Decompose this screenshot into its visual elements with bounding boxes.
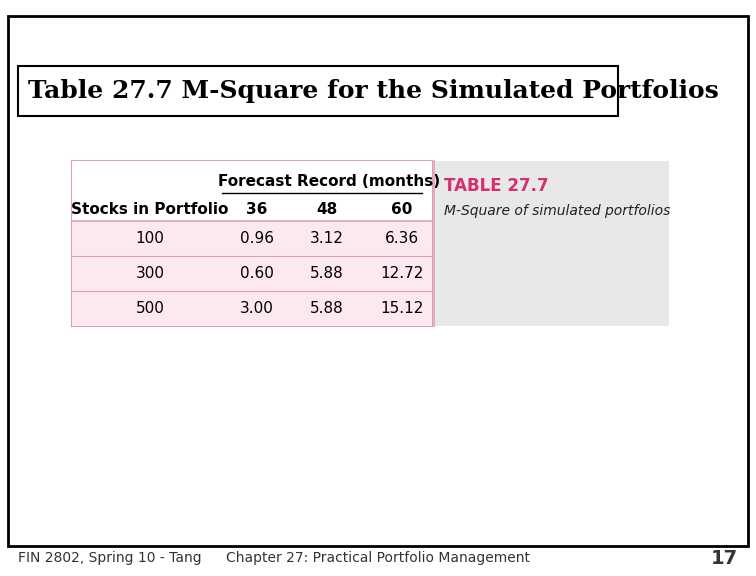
Text: 100: 100	[135, 231, 165, 246]
Text: 60: 60	[392, 202, 413, 217]
Text: FIN 2802, Spring 10 - Tang: FIN 2802, Spring 10 - Tang	[18, 551, 202, 565]
Text: 300: 300	[135, 266, 165, 281]
Text: 0.96: 0.96	[240, 231, 274, 246]
Text: 12.72: 12.72	[380, 266, 423, 281]
Text: TABLE 27.7: TABLE 27.7	[444, 177, 549, 195]
Text: Stocks in Portfolio: Stocks in Portfolio	[71, 202, 228, 217]
Text: M-Square of simulated portfolios: M-Square of simulated portfolios	[444, 204, 671, 218]
Text: Forecast Record (months): Forecast Record (months)	[218, 173, 441, 188]
Text: 6.36: 6.36	[385, 231, 419, 246]
Text: Chapter 27: Practical Portfolio Management: Chapter 27: Practical Portfolio Manageme…	[226, 551, 530, 565]
Text: 48: 48	[316, 202, 338, 217]
Text: 3.00: 3.00	[240, 301, 274, 316]
FancyBboxPatch shape	[18, 66, 618, 116]
Text: 17: 17	[711, 548, 738, 567]
Text: 500: 500	[135, 301, 165, 316]
FancyBboxPatch shape	[72, 221, 432, 326]
Text: 15.12: 15.12	[380, 301, 423, 316]
Text: 5.88: 5.88	[310, 301, 344, 316]
Text: 5.88: 5.88	[310, 266, 344, 281]
Text: 3.12: 3.12	[310, 231, 344, 246]
Text: Table 27.7 M-Square for the Simulated Portfolios: Table 27.7 M-Square for the Simulated Po…	[28, 79, 719, 103]
Text: 0.60: 0.60	[240, 266, 274, 281]
FancyBboxPatch shape	[8, 16, 748, 546]
Text: 36: 36	[246, 202, 268, 217]
FancyBboxPatch shape	[72, 161, 432, 326]
FancyBboxPatch shape	[72, 161, 432, 221]
FancyBboxPatch shape	[434, 161, 669, 326]
